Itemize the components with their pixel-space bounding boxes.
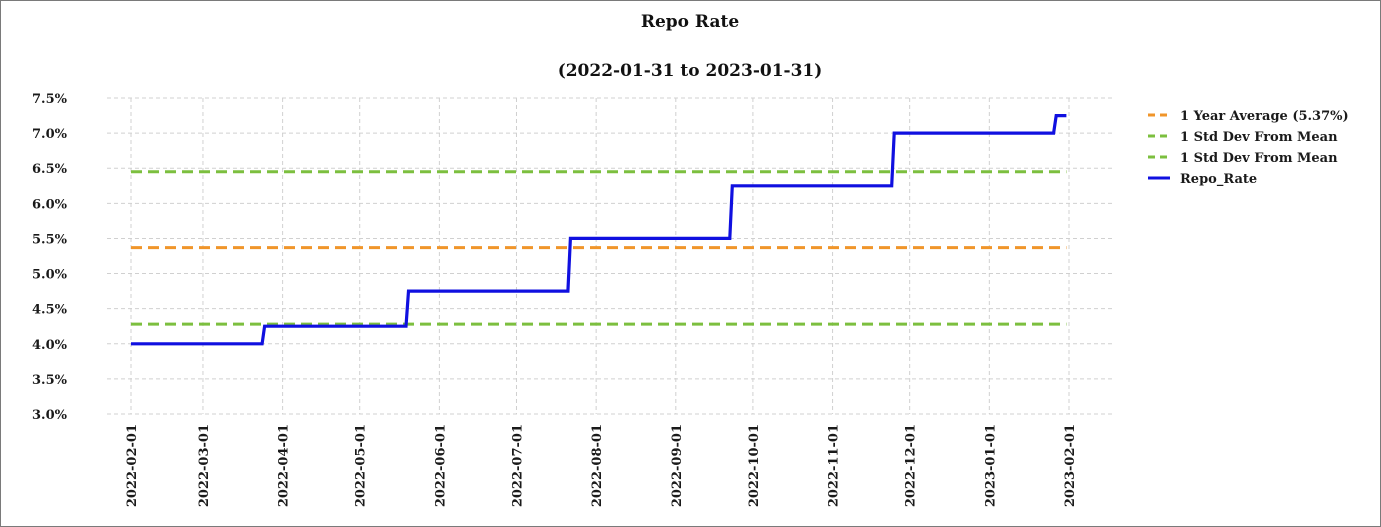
- y-tick-label: 6.5%: [32, 162, 68, 177]
- repo-rate-line: [131, 113, 1067, 346]
- y-tick-label: 3.5%: [32, 373, 68, 388]
- x-tick-label: 2022-10-01: [747, 424, 762, 507]
- legend-label: 1 Std Dev From Mean: [1180, 151, 1338, 166]
- legend-label: 1 Std Dev From Mean: [1180, 130, 1338, 145]
- y-tick-label: 5.0%: [32, 268, 68, 283]
- chart-subtitle: (2022-01-31 to 2023-01-31): [558, 61, 823, 81]
- axis-layer: 3.0% 3.5% 4.0% 4.5% 5.0% 5.5% 6.0% 6.5% 7.0% 7.5%…: [32, 92, 1078, 507]
- y-tick-label: 6.0%: [32, 197, 68, 212]
- x-tick-label: 2022-11-01: [827, 424, 842, 507]
- x-tick-label: 2022-12-01: [904, 424, 919, 507]
- x-tick-label: 2023-01-01: [983, 424, 998, 507]
- legend: 1 Year Average (5.37%) 1 Std Dev From Mea…: [1148, 109, 1349, 187]
- chart-title: Repo Rate: [641, 12, 739, 32]
- y-tick-label: 5.5%: [32, 232, 68, 247]
- y-tick-label: 3.0%: [32, 408, 68, 423]
- x-tick-label: 2023-02-01: [1063, 424, 1078, 507]
- x-tick-label: 2022-06-01: [433, 424, 448, 507]
- y-tick-label: 7.0%: [32, 127, 68, 142]
- x-tick-label: 2022-09-01: [670, 424, 685, 507]
- grid-layer: [107, 97, 1115, 415]
- x-tick-label: 2022-05-01: [354, 424, 369, 507]
- x-tick-label: 2022-02-01: [125, 424, 140, 507]
- x-tick-label: 2022-07-01: [510, 424, 525, 507]
- y-tick-label: 4.0%: [32, 338, 68, 353]
- x-tick-label: 2022-04-01: [277, 424, 292, 507]
- x-tick-label: 2022-08-01: [590, 424, 605, 507]
- legend-label: 1 Year Average (5.37%): [1180, 109, 1349, 124]
- series-layer: [131, 113, 1067, 346]
- x-tick-label: 2022-03-01: [197, 424, 212, 507]
- y-tick-label: 4.5%: [32, 303, 68, 318]
- legend-label: Repo_Rate: [1180, 172, 1257, 187]
- y-tick-label: 7.5%: [32, 92, 68, 107]
